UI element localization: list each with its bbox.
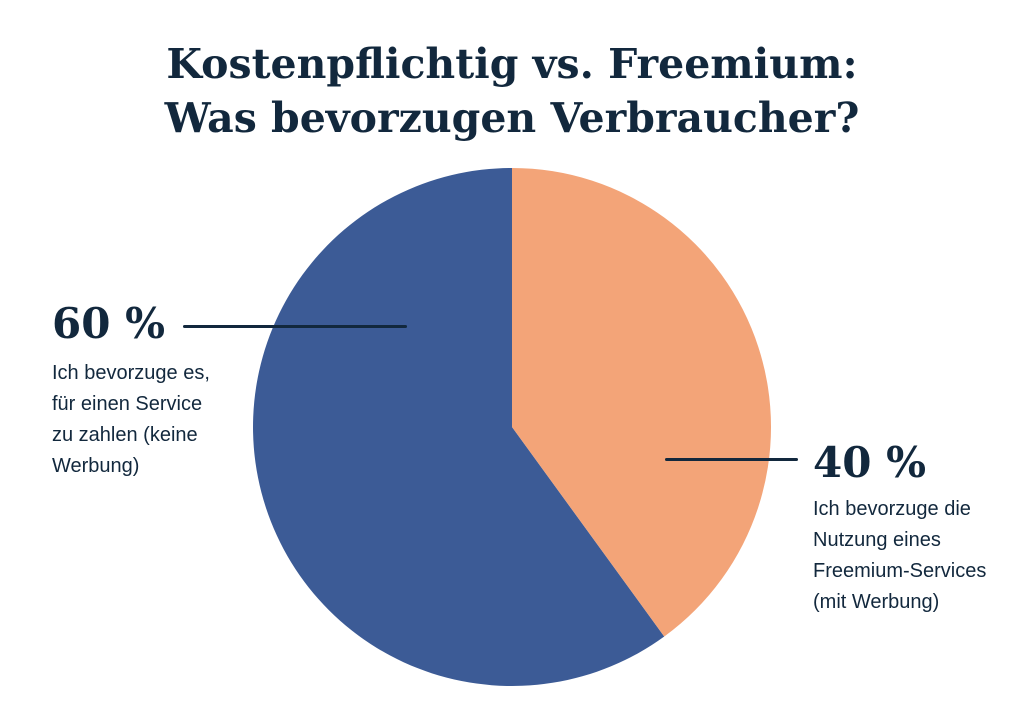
pie-chart-container [252,167,772,687]
page-title-line2: Was bevorzugen Verbraucher? [164,94,860,143]
slice-description-paid: Ich bevorzuge es, für einen Service zu z… [52,362,210,477]
pie-chart [253,168,772,686]
value-label-40-percent: 40 % [813,438,926,487]
leader-line-40-percent [665,458,798,461]
pie-slice-paid [253,168,665,686]
value-label-60-percent: 60 % [52,299,165,348]
leader-line-60-percent [183,325,407,328]
slice-description-freemium: Ich bevorzuge die Nutzung eines Freemium… [813,498,987,613]
page-title-line1: Kostenpflichtig vs. Freemium: [166,40,858,89]
page-title: Kostenpflichtig vs. Freemium: Was bevorzu… [0,37,1024,145]
pie-slice-freemium [512,168,772,637]
